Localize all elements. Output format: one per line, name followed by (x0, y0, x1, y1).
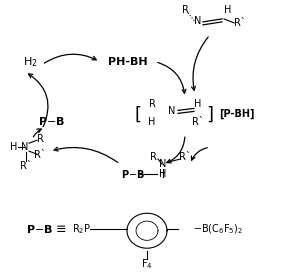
Text: [P-BH]: [P-BH] (219, 109, 255, 120)
Text: P$-$B: P$-$B (26, 223, 53, 235)
Text: [: [ (134, 105, 142, 123)
Text: H: H (10, 142, 18, 152)
Text: R`: R` (179, 152, 191, 162)
Text: $-$B(C$_6$F$_5$)$_2$: $-$B(C$_6$F$_5$)$_2$ (193, 222, 243, 236)
Text: N: N (21, 142, 29, 152)
Text: R: R (149, 99, 155, 109)
Text: R$_2$P: R$_2$P (72, 222, 92, 236)
Text: H: H (194, 99, 202, 109)
Text: N: N (168, 106, 176, 116)
Text: N: N (194, 16, 202, 26)
Text: P$-$B: P$-$B (38, 115, 66, 127)
Text: R`: R` (234, 18, 246, 28)
Text: ]: ] (207, 105, 213, 123)
Text: H: H (148, 117, 156, 127)
Text: $\equiv$: $\equiv$ (53, 222, 67, 235)
Text: R`: R` (192, 117, 204, 127)
Text: R`: R` (20, 161, 32, 171)
Text: PH-BH: PH-BH (108, 57, 148, 67)
Text: H: H (224, 5, 232, 15)
Text: R: R (182, 5, 188, 15)
Text: F$_4$: F$_4$ (141, 258, 153, 271)
Text: H$_2$: H$_2$ (23, 55, 37, 69)
Text: R`: R` (34, 150, 46, 160)
Text: N: N (159, 159, 167, 169)
Text: R: R (37, 134, 43, 144)
Text: P$-$B: P$-$B (121, 168, 145, 180)
Text: H: H (159, 169, 167, 179)
Text: R: R (149, 152, 156, 162)
